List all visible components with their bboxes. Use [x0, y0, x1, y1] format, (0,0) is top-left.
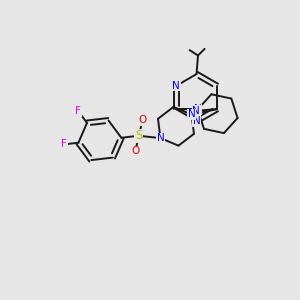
Text: F: F	[76, 106, 81, 116]
Text: O: O	[131, 146, 140, 156]
Text: N: N	[157, 133, 164, 143]
Text: N: N	[193, 104, 200, 114]
Text: N: N	[193, 116, 200, 126]
Text: N: N	[194, 104, 202, 114]
Text: O: O	[138, 115, 147, 125]
Text: N: N	[172, 81, 180, 91]
Text: N: N	[188, 110, 195, 119]
Text: N: N	[193, 106, 200, 116]
Text: S: S	[135, 129, 142, 142]
Text: F: F	[61, 140, 67, 149]
